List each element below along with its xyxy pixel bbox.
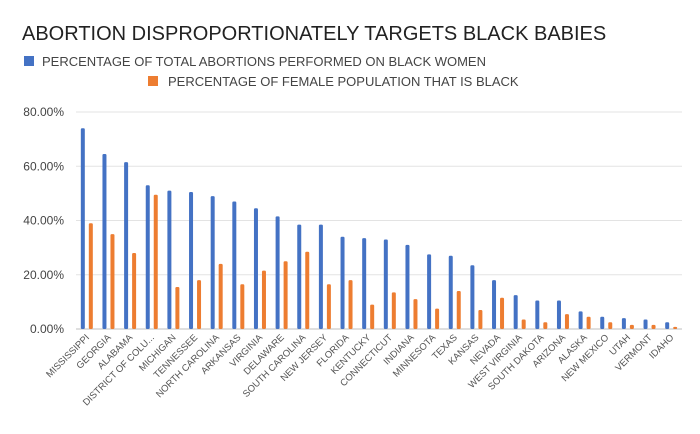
bar-black-female-population xyxy=(478,310,483,329)
bar-black-female-population xyxy=(370,304,375,329)
bar-black-women-abortions xyxy=(513,295,518,329)
bar-black-women-abortions xyxy=(275,216,280,329)
bar-black-women-abortions xyxy=(448,255,453,329)
legend-swatch-black-women-abortions xyxy=(24,56,34,66)
bars xyxy=(80,128,678,329)
bar-black-female-population xyxy=(456,291,461,329)
bar-black-women-abortions xyxy=(492,280,497,329)
bar-black-female-population xyxy=(197,280,202,329)
bar-black-female-population xyxy=(521,319,526,329)
bar-black-women-abortions xyxy=(600,316,605,329)
bar-black-female-population xyxy=(88,223,93,329)
bar-black-women-abortions xyxy=(643,319,648,329)
bar-black-women-abortions xyxy=(383,239,388,329)
bar-black-women-abortions xyxy=(318,224,323,329)
bar-black-women-abortions xyxy=(253,208,258,329)
chart-title: ABORTION DISPROPORTIONATELY TARGETS BLAC… xyxy=(22,23,606,45)
bar-black-female-population xyxy=(261,270,266,329)
bar-black-women-abortions xyxy=(621,318,626,329)
bar-black-women-abortions xyxy=(167,190,172,329)
bar-black-women-abortions xyxy=(578,311,583,329)
gridlines xyxy=(76,111,682,330)
bar-black-women-abortions xyxy=(297,224,302,329)
bar-black-female-population xyxy=(586,316,591,329)
bar-black-women-abortions xyxy=(210,196,215,329)
y-tick-label: 40.00% xyxy=(23,214,64,228)
legend-swatch-black-female-population xyxy=(148,76,158,86)
y-tick-label: 0.00% xyxy=(30,322,64,336)
bar-black-female-population xyxy=(175,286,180,329)
bar-black-female-population xyxy=(240,284,245,329)
bar-black-female-population xyxy=(305,251,310,329)
bar-black-women-abortions xyxy=(535,300,540,329)
bar-black-female-population xyxy=(608,322,613,329)
bar-black-women-abortions xyxy=(80,128,85,329)
bar-black-female-population xyxy=(435,308,440,329)
bar-black-women-abortions xyxy=(427,254,432,329)
bar-black-women-abortions xyxy=(102,154,107,329)
bar-black-female-population xyxy=(218,263,223,329)
y-tick-label: 20.00% xyxy=(23,268,64,282)
bar-black-women-abortions xyxy=(362,238,367,329)
bar-black-female-population xyxy=(500,297,505,329)
bar-black-female-population xyxy=(153,194,158,329)
bar-black-women-abortions xyxy=(232,201,237,329)
y-axis: 0.00% 20.00% 40.00% 60.00% 80.00% xyxy=(23,105,64,336)
x-category-label: IDAHO xyxy=(647,332,676,361)
bar-black-women-abortions xyxy=(145,185,150,329)
bar-black-female-population xyxy=(110,234,115,329)
bar-black-women-abortions xyxy=(340,236,345,329)
bar-black-female-population xyxy=(629,324,634,329)
bar-black-female-population xyxy=(391,292,396,329)
bar-black-female-population xyxy=(651,324,656,329)
y-tick-label: 80.00% xyxy=(23,105,64,119)
bar-black-female-population xyxy=(283,261,288,329)
bar-black-women-abortions xyxy=(556,300,561,329)
bar-black-women-abortions xyxy=(189,192,194,329)
bar-black-women-abortions xyxy=(124,162,129,329)
bar-black-women-abortions xyxy=(665,322,670,329)
bar-black-female-population xyxy=(543,322,548,329)
bar-black-female-population xyxy=(413,299,418,329)
bar-black-female-population xyxy=(564,314,569,329)
bar-black-female-population xyxy=(326,284,331,329)
bar-black-female-population xyxy=(348,280,353,329)
legend-label-black-women-abortions: PERCENTAGE OF TOTAL ABORTIONS PERFORMED … xyxy=(42,54,486,69)
bar-black-female-population xyxy=(673,326,678,329)
bar-black-women-abortions xyxy=(470,265,475,329)
legend: PERCENTAGE OF TOTAL ABORTIONS PERFORMED … xyxy=(24,54,519,89)
y-tick-label: 60.00% xyxy=(23,159,64,173)
bar-black-women-abortions xyxy=(405,244,410,329)
bar-black-female-population xyxy=(132,253,137,329)
legend-label-black-female-population: PERCENTAGE OF FEMALE POPULATION THAT IS … xyxy=(168,74,519,89)
